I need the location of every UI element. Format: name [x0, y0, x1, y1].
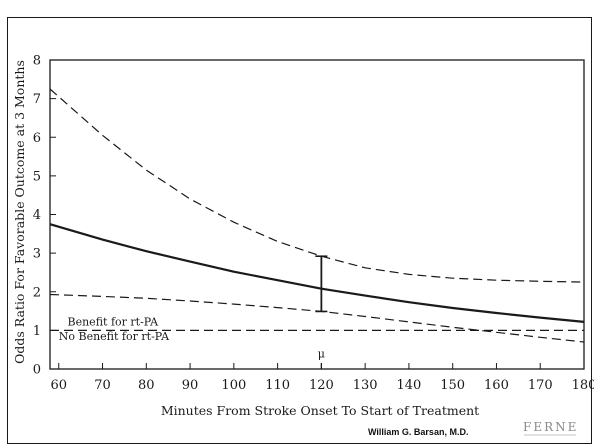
y-tick-label: 5	[33, 169, 41, 184]
y-tick-label: 2	[33, 285, 41, 300]
y-tick-label: 1	[33, 324, 41, 339]
no-benefit-label: No Benefit for rt-PA	[59, 330, 170, 343]
y-tick-label: 4	[33, 208, 41, 223]
x-tick-label: 60	[50, 378, 67, 393]
x-tick-label: 110	[265, 378, 290, 393]
y-tick-label: 3	[33, 247, 41, 262]
y-tick-label: 8	[33, 54, 41, 69]
y-tick-label: 6	[33, 131, 41, 146]
x-tick-label: 70	[94, 378, 111, 393]
series-line-1	[49, 223, 585, 323]
x-axis-title: Minutes From Stroke Onset To Start of Tr…	[161, 403, 479, 418]
x-tick-label: 130	[353, 378, 378, 393]
x-tick-label: 140	[397, 378, 422, 393]
y-tick-label: 7	[33, 92, 41, 107]
x-tick-label: 180	[572, 378, 594, 393]
x-tick-label: 120	[309, 378, 334, 393]
ferne-logo: FERNE	[523, 420, 578, 436]
slide-frame	[7, 17, 592, 444]
author-credit: William G. Barsan, M.D.	[368, 427, 469, 437]
x-tick-label: 170	[528, 378, 553, 393]
y-axis-title: Odds Ratio For Favorable Outcome at 3 Mo…	[12, 60, 27, 364]
mu-marker-label: μ	[318, 347, 325, 360]
benefit-label: Benefit for rt-PA	[68, 316, 160, 329]
logo-text: FERNE	[523, 420, 578, 434]
series-line-2	[49, 88, 585, 283]
y-tick-label: 0	[33, 363, 41, 378]
x-tick-label: 100	[221, 378, 246, 393]
x-tick-label: 160	[484, 378, 509, 393]
x-tick-label: 80	[138, 378, 155, 393]
x-tick-label: 90	[182, 378, 199, 393]
x-tick-label: 150	[440, 378, 465, 393]
plot-area: 0 1 2 3 4 5 6 7 8 60 70 80 90 100 110 120 130 140 150 160 17…	[33, 54, 594, 394]
